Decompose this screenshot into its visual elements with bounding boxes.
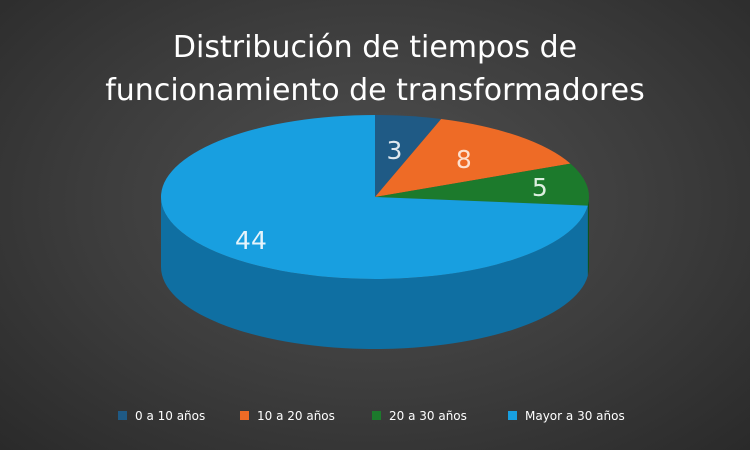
legend-label-1: 10 a 20 años	[257, 409, 335, 423]
pie-slice-0	[375, 115, 442, 197]
pie-tops	[160, 115, 589, 279]
data-label-2: 5	[532, 173, 548, 202]
legend-label-2: 20 a 30 años	[389, 409, 467, 423]
legend-swatch-3	[508, 411, 517, 420]
pie-slice-1	[375, 119, 571, 197]
pie-side-3	[161, 197, 588, 349]
legend-swatch-0	[118, 411, 127, 420]
data-label-1: 8	[456, 145, 472, 174]
pie-slice-3	[160, 115, 588, 279]
pie-side-2	[587, 197, 589, 276]
legend-swatch-1	[240, 411, 249, 420]
chart-title-line-2: funcionamiento de transformadores	[105, 73, 645, 108]
pie-slice-2	[375, 163, 589, 206]
data-label-0: 3	[386, 136, 402, 165]
legend-label-0: 0 a 10 años	[135, 409, 205, 423]
data-label-3: 44	[235, 226, 267, 255]
chart-title-line-1: Distribución de tiempos de	[173, 30, 577, 65]
pie-sides	[161, 197, 589, 349]
legend-label-3: Mayor a 30 años	[525, 409, 625, 423]
legend: 0 a 10 años 10 a 20 años 20 a 30 años Mayor…	[118, 409, 625, 423]
legend-swatch-2	[372, 411, 381, 420]
pie-labels: 3 8 5 44	[235, 136, 548, 255]
